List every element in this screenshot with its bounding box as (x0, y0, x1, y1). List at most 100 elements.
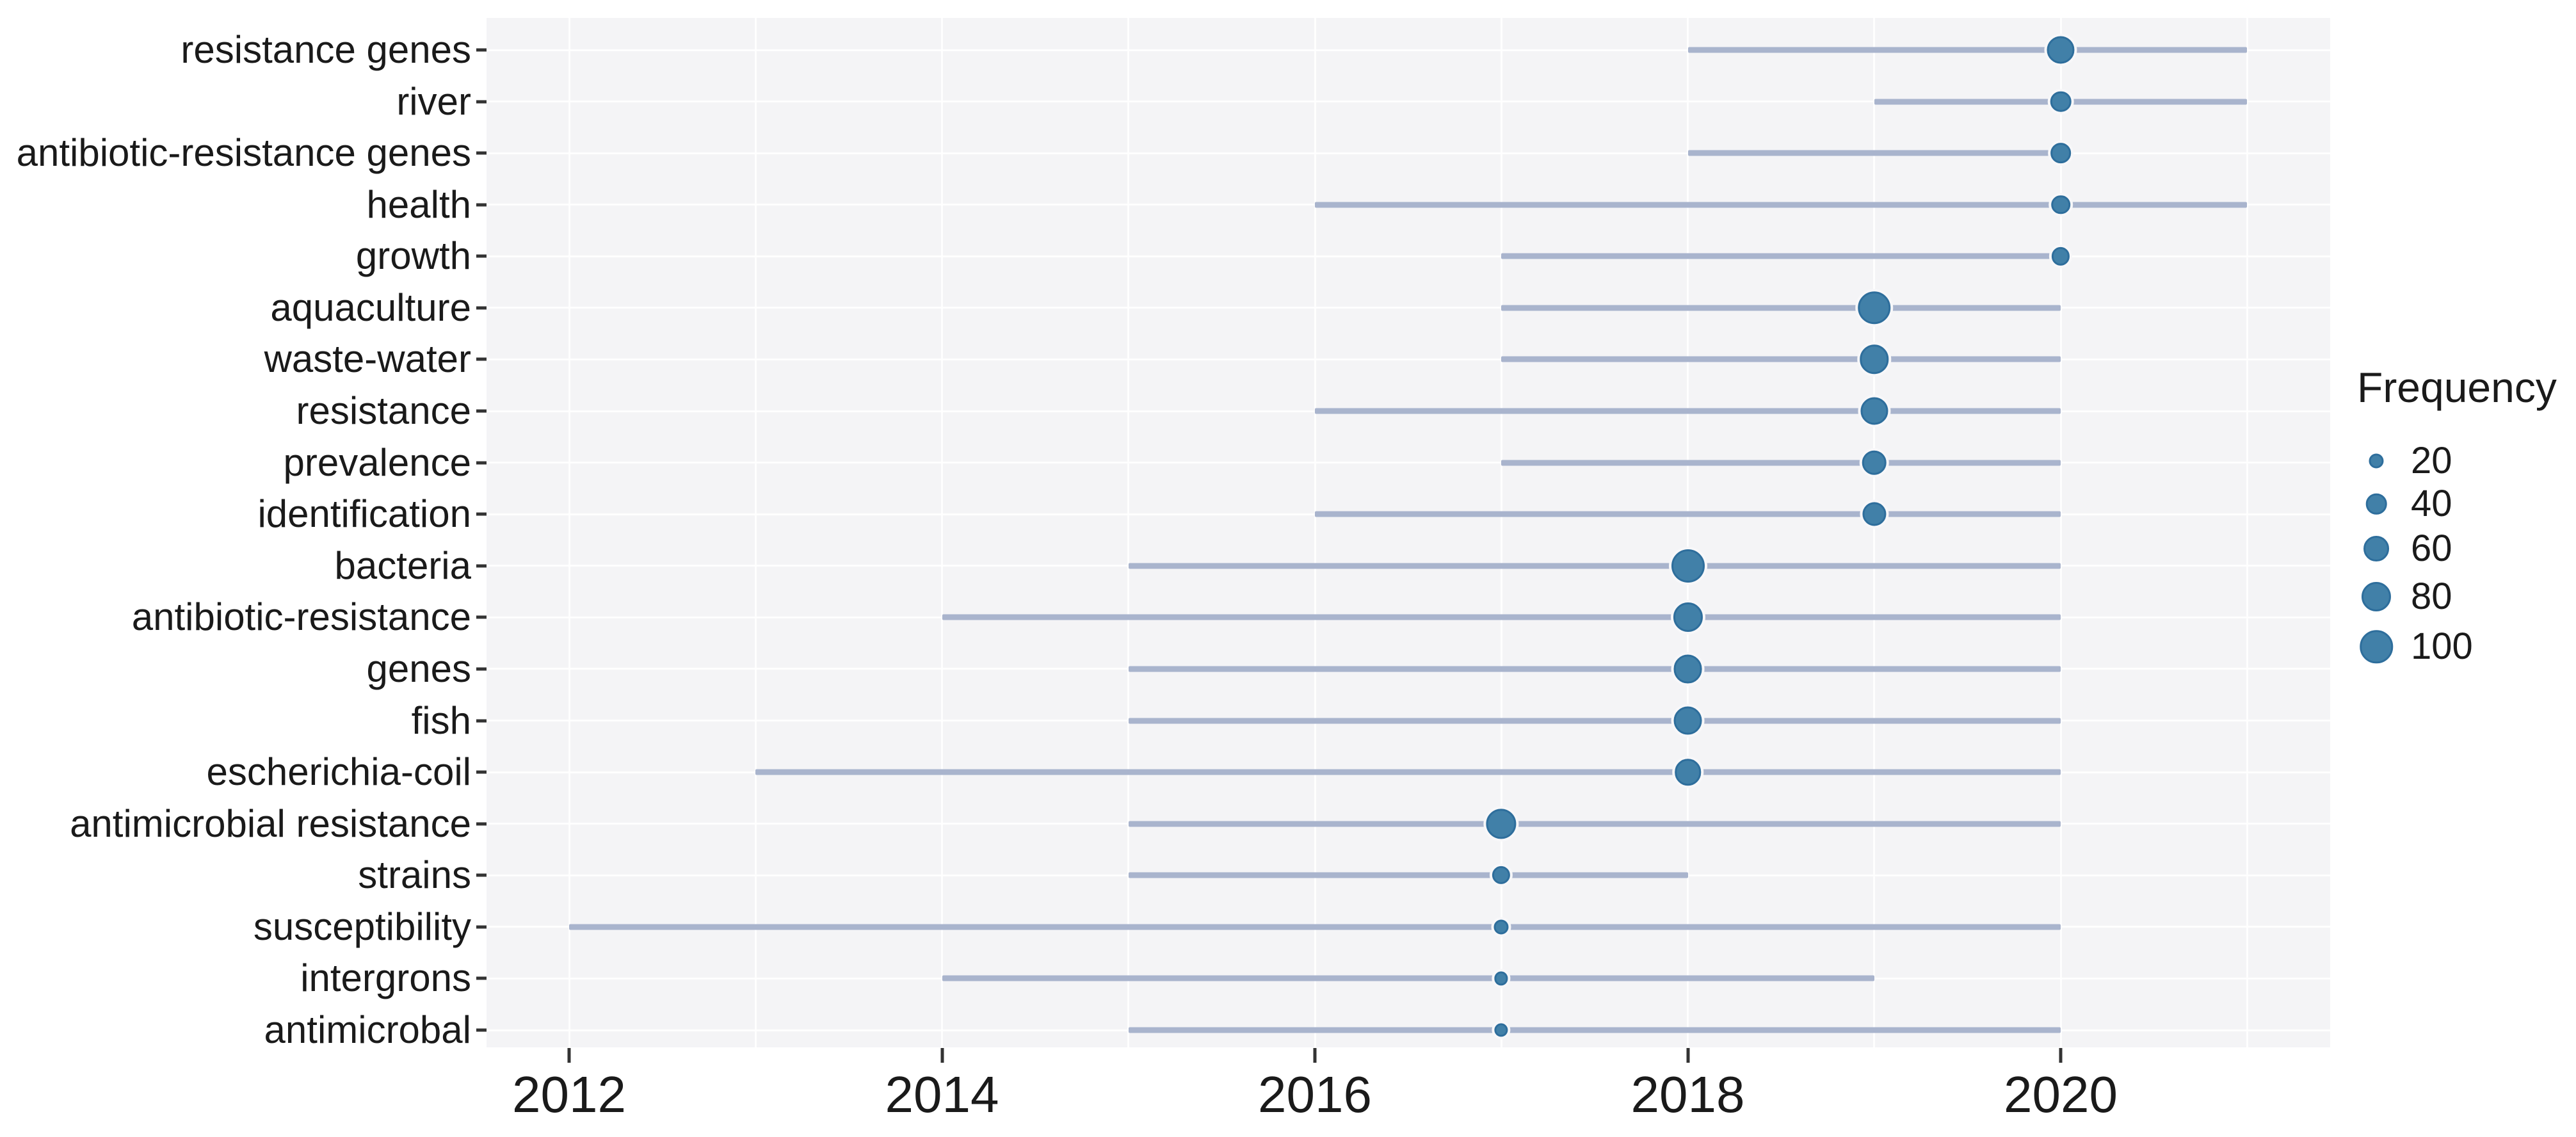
term-range-line (1315, 408, 2061, 414)
y-axis-tick (476, 357, 487, 361)
gridline-vertical (941, 18, 943, 1047)
legend-size-dot (2361, 581, 2392, 612)
y-axis-label: susceptibility (253, 905, 471, 948)
term-range-line (1501, 305, 2061, 311)
gridline-horizontal (487, 152, 2330, 154)
x-axis-tick (940, 1048, 944, 1063)
gridline-vertical (568, 18, 570, 1047)
term-range-line (1128, 821, 2061, 827)
y-axis-label: resistance genes (181, 28, 471, 71)
gridline-vertical (2246, 18, 2248, 1047)
y-axis-label: river (396, 79, 471, 123)
gridline-horizontal (487, 101, 2330, 103)
legend-item-label: 20 (2411, 440, 2452, 481)
term-frequency-dot (2051, 195, 2070, 214)
y-axis-tick (476, 254, 487, 258)
term-frequency-dot (1673, 706, 1702, 735)
term-frequency-dot (1493, 919, 1509, 935)
term-frequency-dot (2051, 247, 2070, 266)
legend-item-label: 60 (2411, 528, 2452, 569)
term-range-line (1128, 1027, 2061, 1033)
term-frequency-dot (2047, 36, 2075, 64)
y-axis-label: strains (358, 853, 471, 897)
legend-item-label: 80 (2411, 576, 2452, 617)
term-range-line (755, 769, 2061, 775)
gridline-vertical (1500, 18, 1502, 1047)
legend-item-label: 40 (2411, 483, 2452, 524)
term-frequency-dot (1494, 1023, 1508, 1037)
y-axis-tick (476, 667, 487, 671)
y-axis-tick (476, 151, 487, 155)
term-frequency-dot (1860, 397, 1888, 425)
y-axis-label: antibiotic-resistance (131, 595, 471, 639)
gridline-vertical (1873, 18, 1876, 1047)
x-axis-tick (1686, 1048, 1689, 1063)
term-frequency-dot (1494, 971, 1508, 986)
term-range-line (1315, 511, 2061, 517)
x-axis-tick (2059, 1048, 2063, 1063)
y-axis-tick (476, 873, 487, 877)
y-axis-tick (476, 48, 487, 52)
y-axis-tick (476, 976, 487, 980)
gridline-vertical (2059, 18, 2062, 1047)
gridline-horizontal (487, 462, 2330, 464)
y-axis-label: escherichia-coil (206, 750, 472, 794)
legend-item-label: 100 (2411, 625, 2473, 667)
x-axis-label: 2020 (2004, 1066, 2118, 1123)
term-frequency-dot (1862, 502, 1887, 526)
y-axis-label: resistance (296, 389, 471, 433)
term-range-line (569, 924, 2061, 930)
x-axis-label: 2018 (1630, 1066, 1745, 1123)
y-axis-tick (476, 1028, 487, 1032)
legend-title: Frequency (2357, 364, 2557, 411)
y-axis-tick (476, 615, 487, 619)
term-range-line (1128, 872, 1688, 878)
term-range-line (942, 614, 2061, 620)
y-axis-label: health (366, 182, 471, 226)
y-axis-tick (476, 461, 487, 465)
term-range-line (1128, 718, 2061, 724)
term-range-line (1501, 460, 2061, 466)
y-axis-label: bacteria (334, 544, 471, 587)
gridline-vertical (754, 18, 757, 1047)
term-range-line (942, 975, 1874, 981)
term-frequency-dot (1862, 450, 1887, 475)
term-frequency-dot (1860, 344, 1889, 375)
term-range-line (1687, 150, 2061, 156)
term-range-line (1501, 253, 2061, 259)
term-range-line (1687, 47, 2248, 53)
gridline-vertical (1314, 18, 1316, 1047)
y-axis-tick (476, 203, 487, 207)
term-frequency-dot (1674, 759, 1702, 786)
x-axis-tick (567, 1048, 571, 1063)
y-axis-label: genes (366, 647, 471, 690)
y-axis-label: antimicrobal (264, 1008, 471, 1052)
gridline-vertical (1687, 18, 1689, 1047)
x-axis-tick (1313, 1048, 1317, 1063)
term-range-line (1501, 356, 2061, 362)
term-frequency-dot (1673, 602, 1703, 633)
y-axis-label: fish (411, 698, 471, 742)
term-range-line (1128, 666, 2061, 672)
legend-size-dot (2365, 493, 2387, 515)
y-axis-tick (476, 306, 487, 310)
term-frequency-dot (1486, 809, 1517, 839)
legend-size-dot (2360, 630, 2393, 663)
y-axis-label: growth (355, 234, 471, 278)
y-axis-tick (476, 512, 487, 516)
legend: Frequency 20 40 60 80 100 (2337, 359, 2576, 691)
y-axis-label: antimicrobial resistance (70, 802, 471, 845)
y-axis-label: aquaculture (270, 286, 471, 329)
x-axis-label: 2012 (512, 1066, 626, 1123)
y-axis-label: waste-water (264, 337, 471, 381)
gridline-horizontal (487, 49, 2330, 51)
term-frequency-dot (1671, 549, 1705, 583)
term-frequency-dot (1673, 654, 1702, 684)
term-frequency-dot (2050, 91, 2072, 112)
y-axis-label: antibiotic-resistance genes (16, 131, 471, 175)
term-range-line (1315, 202, 2248, 208)
y-axis-tick (476, 564, 487, 568)
x-axis-label: 2014 (885, 1066, 999, 1123)
y-axis-tick (476, 409, 487, 413)
